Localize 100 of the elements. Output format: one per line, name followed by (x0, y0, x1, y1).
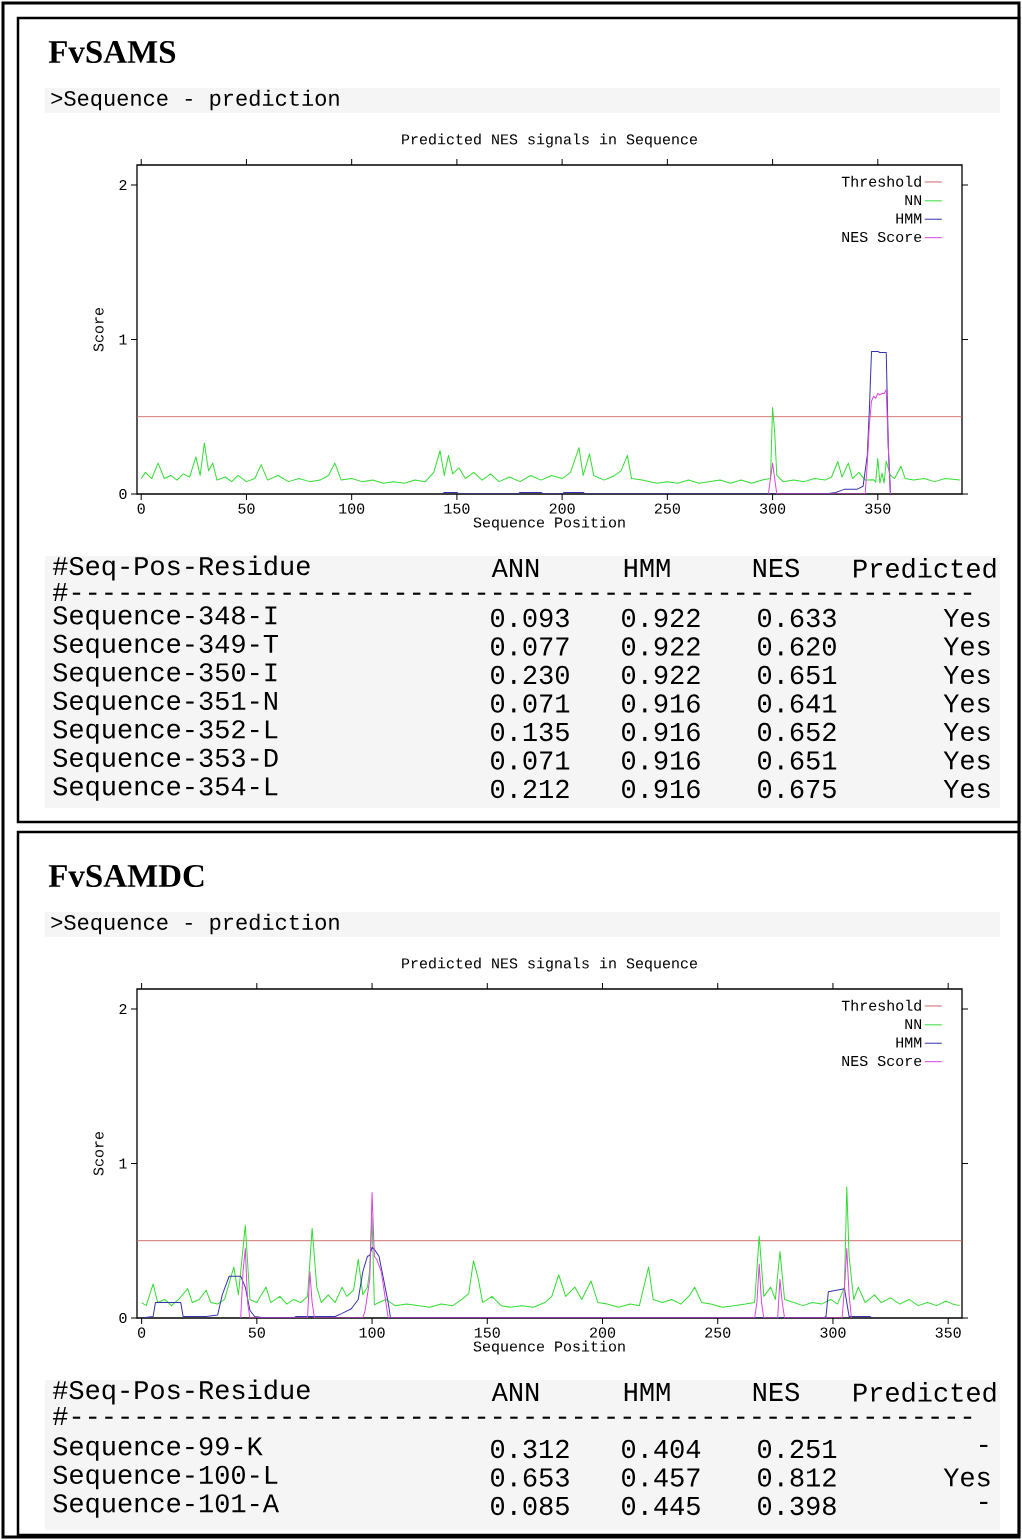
text: 0.457 (622, 1468, 700, 1487)
text: ANN (491, 1383, 539, 1401)
y-tick-label: 2 (119, 1004, 127, 1015)
text: >Sequence - prediction (51, 913, 339, 935)
text: #Seq-Pos-Residue (52, 1379, 310, 1405)
text: Yes (943, 694, 990, 713)
text: Predicted (854, 558, 996, 578)
x-tick-label: 100 (359, 1327, 385, 1338)
chart-title: FvSAMS (48, 40, 176, 64)
text: 0.652 (758, 722, 836, 742)
chart-subtitle: Predicted NES signals in Sequence (402, 133, 697, 148)
legend-label: NN (905, 195, 922, 206)
text: Sequence-99-K (53, 1437, 263, 1461)
y-tick-label: 1 (119, 1158, 127, 1169)
text: 0.445 (622, 1496, 700, 1516)
text: 0.312 (491, 1439, 569, 1459)
x-tick-label: 0 (137, 503, 145, 514)
text: HMM (624, 1383, 670, 1401)
line-series (240, 1192, 852, 1318)
text: 0.916 (622, 694, 700, 713)
y-tick-label: 1 (119, 334, 127, 345)
text: 0.651 (758, 751, 837, 770)
text: 0.085 (491, 1496, 569, 1516)
text: Yes (943, 665, 990, 685)
text: Yes (943, 779, 990, 799)
legend-label: Threshold (841, 999, 921, 1011)
text: 0.922 (622, 608, 700, 628)
text: ANN (491, 559, 539, 577)
chart-title: FvSAMDC (48, 864, 204, 888)
legend-label: Threshold (841, 175, 921, 187)
y-axis-title: Score (93, 307, 104, 352)
x-tick-label: 50 (248, 1327, 265, 1338)
text: 0.641 (758, 694, 837, 713)
text: 0.675 (758, 779, 836, 799)
x-tick-label: 200 (590, 1327, 616, 1338)
text: #Seq-Pos-Residue (52, 555, 310, 581)
text: 0.916 (622, 722, 700, 742)
text: Yes (943, 751, 990, 770)
legend-label: NN (905, 1019, 922, 1030)
text: 0.620 (758, 637, 836, 656)
x-tick-label: 50 (238, 503, 255, 514)
text: 0.212 (491, 779, 569, 799)
text: 0.230 (491, 665, 569, 685)
text: Sequence-349-T (53, 634, 278, 659)
legend-label: HMM (896, 213, 922, 224)
text: 0.093 (491, 608, 569, 628)
text: Sequence-353-D (53, 748, 278, 773)
text: >Sequence - prediction (51, 89, 339, 111)
text: NES (753, 1382, 799, 1402)
x-axis-title: Sequence Position (473, 516, 625, 531)
y-tick-label: 0 (119, 488, 127, 500)
text: Sequence-348-I (53, 606, 277, 630)
y-tick-label: 0 (119, 1312, 127, 1324)
x-tick-label: 300 (820, 1327, 846, 1338)
y-tick-label: 2 (119, 180, 127, 191)
chart-subtitle: Predicted NES signals in Sequence (402, 957, 697, 972)
text: Sequence-351-N (53, 691, 277, 716)
legend-label: HMM (896, 1037, 922, 1048)
text: Yes (943, 637, 990, 656)
x-tick-label: 100 (339, 503, 365, 514)
text: 0.251 (758, 1439, 837, 1459)
text: 0.653 (491, 1468, 569, 1487)
text: 0.812 (758, 1468, 836, 1487)
text: - (980, 1444, 988, 1447)
text: 0.633 (758, 608, 836, 628)
x-tick-label: 350 (865, 503, 891, 514)
text: Sequence-352-L (53, 720, 278, 744)
text: Sequence-101-A (53, 1494, 279, 1518)
text: NES (753, 558, 799, 578)
text: 0.404 (622, 1439, 701, 1459)
x-tick-label: 250 (654, 503, 680, 514)
text: 0.916 (622, 779, 700, 799)
x-tick-label: 150 (474, 1327, 500, 1338)
y-axis-title: Score (93, 1131, 104, 1176)
text: HMM (624, 559, 670, 577)
text: Predicted (854, 1382, 996, 1402)
text: 0.071 (491, 694, 570, 713)
x-axis-title: Sequence Position (473, 1340, 625, 1355)
text: 0.135 (491, 722, 569, 742)
x-tick-label: 250 (705, 1327, 731, 1338)
text: Sequence-350-I (53, 663, 277, 687)
x-tick-label: 0 (138, 1327, 146, 1338)
text: #-------------------------------------------------------- (52, 1407, 972, 1425)
text: Yes (943, 608, 990, 628)
text: Yes (943, 722, 990, 742)
line-series (767, 389, 891, 494)
text: 0.916 (622, 751, 700, 770)
x-tick-label: 300 (760, 503, 786, 514)
text: - (980, 1501, 988, 1504)
x-tick-label: 200 (549, 503, 575, 514)
text: 0.922 (622, 637, 700, 656)
text: 0.651 (758, 665, 837, 685)
text: Yes (943, 1468, 990, 1487)
text: 0.922 (622, 665, 700, 685)
legend-label: NES Score (842, 1055, 922, 1067)
text: Sequence-354-L (53, 777, 278, 801)
x-tick-label: 150 (444, 503, 470, 514)
legend-label: NES Score (842, 231, 922, 243)
text: Sequence-100-L (53, 1465, 278, 1490)
x-tick-label: 350 (935, 1327, 961, 1338)
